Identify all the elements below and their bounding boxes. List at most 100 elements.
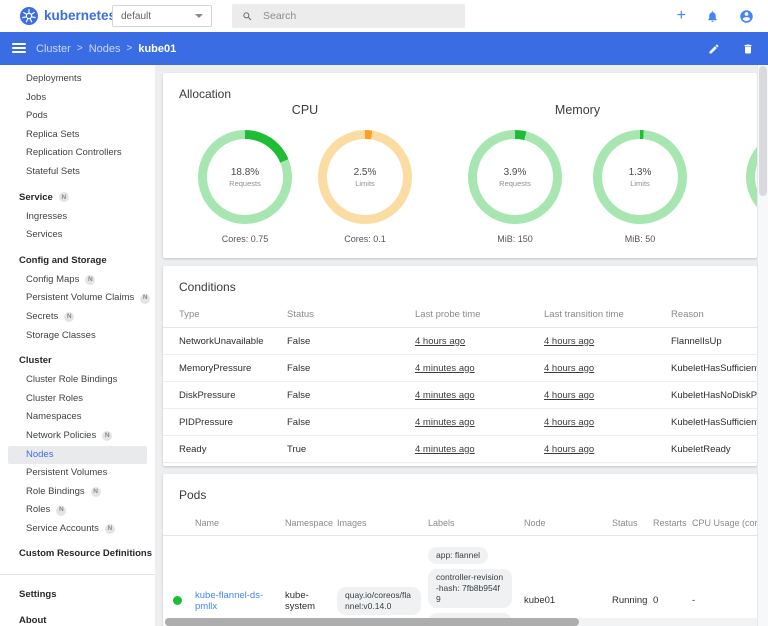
col-cpu-usage: CPU Usage (cores) <box>692 517 768 528</box>
sidebar-item-stateful-sets[interactable]: Stateful Sets <box>26 165 80 177</box>
conditions-header-row: Type Status Last probe time Last transit… <box>163 302 757 328</box>
create-resource-button[interactable]: + <box>676 7 686 24</box>
sidebar-item-storage-classes[interactable]: Storage Classes <box>26 329 96 341</box>
condition-row-pid-pressure: PIDPressure False 4 minutes ago 4 hours … <box>163 409 768 436</box>
sidebar-item-ingresses[interactable]: Ingresses <box>26 210 68 222</box>
transition-time-link[interactable]: 4 hours ago <box>544 443 595 455</box>
namespaced-badge: N <box>140 293 151 304</box>
pod-image-chip: quay.io/coreos/flannel:v0.14.0 <box>337 586 421 615</box>
sidebar-item-persistent-volumes[interactable]: Persistent Volumes <box>26 467 108 479</box>
conditions-table: Type Status Last probe time Last transit… <box>163 302 768 463</box>
transition-time-link[interactable]: 4 hours ago <box>544 416 595 428</box>
sidebar-section-cluster[interactable]: Cluster <box>19 355 52 367</box>
transition-time-link[interactable]: 4 hours ago <box>544 389 595 401</box>
chevron-down-icon <box>195 14 203 18</box>
sidebar-item-about[interactable]: About <box>19 615 47 626</box>
breadcrumb-cluster[interactable]: Cluster <box>36 42 71 55</box>
pod-name-link[interactable]: kube-flannel-ds-pmllx <box>195 589 264 612</box>
sidebar-item-services[interactable]: Services <box>26 229 63 241</box>
search-input[interactable] <box>263 10 433 22</box>
col-status: Status <box>287 309 314 320</box>
col-reason: Reason <box>671 309 704 320</box>
probe-time-link[interactable]: 4 hours ago <box>415 335 466 347</box>
cpu-requests-caption: Cores: 0.75 <box>221 234 269 244</box>
cpu-limits-caption: Cores: 0.1 <box>344 234 386 244</box>
sidebar-item-cluster-roles[interactable]: Cluster Roles <box>26 392 84 404</box>
sidebar-nav: Deployments Jobs Pods Replica Sets Repli… <box>0 65 155 626</box>
sidebar-item-role-bindings[interactable]: Role Bindings N <box>0 483 155 502</box>
pod-label-chip: app: flannel <box>428 546 488 564</box>
transition-time-link[interactable]: 4 hours ago <box>544 362 595 374</box>
breadcrumb: Cluster > Nodes > kube01 <box>36 32 176 65</box>
horizontal-scrollbar-thumb[interactable] <box>165 618 580 626</box>
condition-row-memory-pressure: MemoryPressure False 4 minutes ago 4 hou… <box>163 355 768 382</box>
edit-pencil-icon[interactable] <box>708 43 720 55</box>
user-account-icon[interactable] <box>739 9 754 24</box>
sidebar-item-secrets[interactable]: Secrets N <box>0 308 155 327</box>
breadcrumb-nodes[interactable]: Nodes <box>88 42 121 55</box>
sidebar-item-deployments[interactable]: Deployments <box>26 73 82 84</box>
sidebar-item-cluster-role-bindings[interactable]: Cluster Role Bindings <box>26 374 118 386</box>
search-bar[interactable] <box>232 4 465 28</box>
delete-trash-icon[interactable] <box>742 43 754 55</box>
pod-label-chip: controller-revision-hash: 7fb8b954f9 <box>428 568 512 608</box>
pods-donut-partial <box>746 130 757 224</box>
col-type: Type <box>179 309 200 320</box>
sidebar-item-namespaces[interactable]: Namespaces <box>26 411 82 423</box>
memory-limits-donut: 1.3% Limits MiB: 50 <box>593 130 687 244</box>
cpu-requests-donut: 18.8% Requests Cores: 0.75 <box>198 130 292 244</box>
probe-time-link[interactable]: 4 minutes ago <box>415 362 475 374</box>
col-status: Status <box>612 517 638 528</box>
sidebar-item-service-accounts[interactable]: Service Accounts N <box>0 520 155 539</box>
sidebar-item-nodes[interactable]: Nodes <box>8 445 147 465</box>
sidebar-item-pods[interactable]: Pods <box>26 110 48 122</box>
menu-hamburger-icon[interactable] <box>12 43 26 56</box>
sidebar-item-jobs[interactable]: Jobs <box>26 91 47 103</box>
search-icon <box>243 11 252 20</box>
sidebar-item-replica-sets[interactable]: Replica Sets <box>26 128 80 140</box>
memory-requests-donut: 3.9% Requests MiB: 150 <box>468 130 562 244</box>
pods-card: Pods Name Namespace Images Labels Node S… <box>163 474 768 626</box>
probe-time-link[interactable]: 4 minutes ago <box>415 389 475 401</box>
col-last-probe-time: Last probe time <box>415 309 481 320</box>
memory-limits-caption: MiB: 50 <box>624 234 656 244</box>
sidebar-item-replication-controllers[interactable]: Replication Controllers <box>26 147 122 159</box>
namespace-select[interactable]: default <box>112 5 212 27</box>
col-last-transition-time: Last transition time <box>544 309 624 320</box>
pod-labels: app: flannel controller-revision-hash: 7… <box>428 544 524 626</box>
col-restarts: Restarts <box>653 517 687 528</box>
pod-status: Running <box>612 595 648 607</box>
transition-time-link[interactable]: 4 hours ago <box>544 335 595 347</box>
pods-card-title: Pods <box>179 488 207 502</box>
vertical-scrollbar-thumb[interactable] <box>759 66 767 196</box>
sidebar-section-config-and-storage[interactable]: Config and Storage <box>19 254 107 266</box>
memory-requests-caption: MiB: 150 <box>497 234 533 244</box>
probe-time-link[interactable]: 4 minutes ago <box>415 416 475 428</box>
sidebar-item-roles[interactable]: Roles N <box>0 501 155 520</box>
breadcrumb-separator: > <box>126 43 133 54</box>
horizontal-scrollbar <box>165 618 757 626</box>
col-labels: Labels <box>428 517 455 528</box>
namespace-select-value: default <box>121 10 152 22</box>
notifications-bell-icon[interactable] <box>706 10 719 23</box>
cpu-limits-donut: 2.5% Limits Cores: 0.1 <box>318 130 412 244</box>
app-header: kubernetes default + <box>0 0 768 32</box>
memory-group-label: Memory <box>554 103 601 117</box>
pod-node: kube01 <box>524 595 556 607</box>
col-node: Node <box>524 517 546 528</box>
sidebar-item-settings[interactable]: Settings <box>19 589 57 601</box>
sidebar-item-persistent-volume-claims[interactable]: Persistent Volume Claims N <box>0 289 155 308</box>
main-content: Allocation CPU Memory 18.8% Requests Cor… <box>155 65 768 626</box>
namespaced-badge: N <box>102 431 113 442</box>
pod-status-dot <box>173 596 182 606</box>
pod-namespace: kube-system <box>285 589 316 612</box>
sidebar-section-service[interactable]: Service N <box>0 187 155 208</box>
sidebar-item-network-policies[interactable]: Network Policies N <box>0 427 155 446</box>
sidebar-item-config-maps[interactable]: Config Maps N <box>0 271 155 290</box>
namespaced-badge: N <box>64 312 75 323</box>
probe-time-link[interactable]: 4 minutes ago <box>415 443 475 455</box>
conditions-card-title: Conditions <box>179 280 236 294</box>
sidebar-item-custom-resource-definitions[interactable]: Custom Resource Definitions <box>19 548 153 560</box>
breadcrumb-separator: > <box>76 43 83 54</box>
condition-row-network-unavailable: NetworkUnavailable False 4 hours ago 4 h… <box>163 328 757 355</box>
